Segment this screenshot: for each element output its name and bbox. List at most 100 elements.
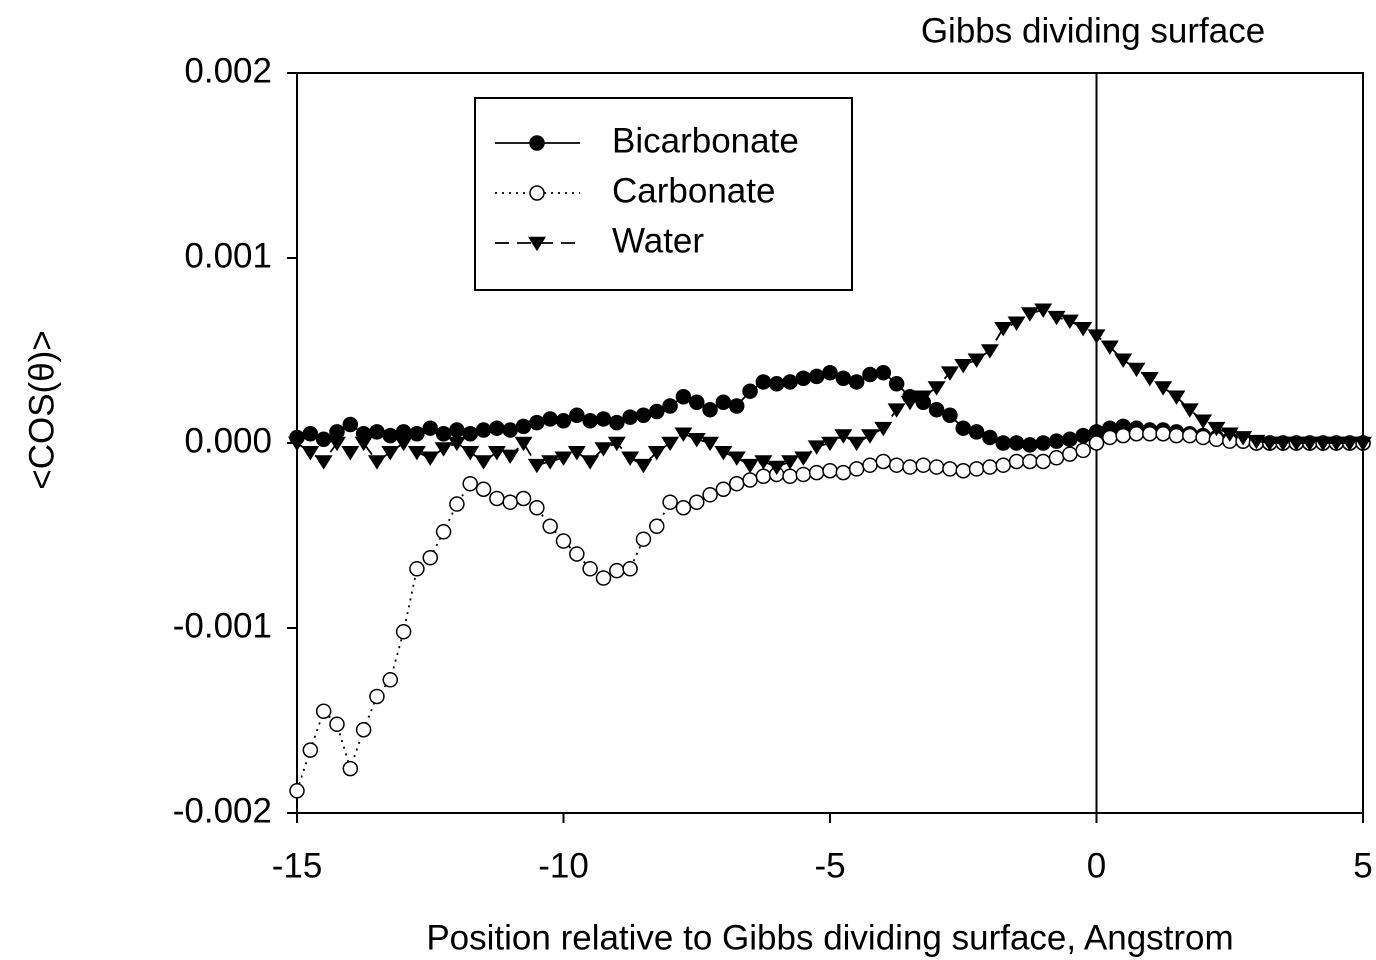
marker <box>1008 435 1025 451</box>
marker <box>1260 436 1279 452</box>
marker <box>1020 307 1039 322</box>
marker <box>689 494 705 510</box>
x-tick-label: -10 <box>538 846 589 885</box>
marker <box>1035 435 1051 451</box>
marker <box>607 436 626 452</box>
marker <box>407 445 426 461</box>
marker <box>514 436 533 452</box>
marker <box>714 445 733 461</box>
legend: Bicarbonate Carbonate Water <box>474 97 853 291</box>
series-2 <box>288 303 1372 476</box>
marker <box>382 427 399 444</box>
marker <box>674 427 693 442</box>
marker <box>728 475 745 492</box>
marker <box>874 421 893 437</box>
marker <box>649 518 665 534</box>
marker <box>355 722 372 738</box>
marker <box>1074 322 1093 337</box>
marker <box>942 407 958 423</box>
x-tick-label: 5 <box>1353 846 1372 885</box>
marker <box>449 496 465 512</box>
marker <box>942 461 958 477</box>
marker <box>928 459 945 475</box>
marker <box>768 376 785 392</box>
marker <box>689 394 705 411</box>
marker <box>647 445 666 461</box>
marker <box>782 374 798 390</box>
marker <box>395 623 412 640</box>
marker <box>968 461 985 477</box>
marker <box>702 487 718 503</box>
marker <box>487 445 506 461</box>
marker <box>822 364 838 381</box>
marker <box>569 546 585 562</box>
marker <box>1300 436 1319 452</box>
marker <box>982 459 998 475</box>
marker <box>515 490 532 507</box>
marker <box>1115 427 1131 444</box>
marker <box>367 455 386 470</box>
marker <box>475 481 492 497</box>
marker <box>980 344 999 359</box>
marker <box>435 426 452 442</box>
marker <box>955 463 971 479</box>
marker <box>422 549 438 566</box>
marker <box>381 445 400 461</box>
marker <box>635 531 652 547</box>
marker <box>288 436 306 452</box>
marker <box>994 322 1013 337</box>
marker <box>995 457 1011 473</box>
y-tick-label: -0.002 <box>173 791 272 830</box>
marker <box>1207 421 1226 437</box>
marker <box>528 236 546 252</box>
marker <box>701 436 720 452</box>
marker <box>1314 436 1333 452</box>
marker <box>502 422 518 438</box>
series-line <box>296 432 1363 792</box>
y-tick-label: 0.002 <box>184 51 272 90</box>
marker <box>1022 453 1038 470</box>
marker <box>1087 329 1106 344</box>
marker <box>1088 435 1105 451</box>
marker <box>1062 446 1078 462</box>
marker <box>995 435 1011 451</box>
marker <box>888 457 905 473</box>
marker <box>807 440 826 455</box>
marker <box>461 445 480 461</box>
marker <box>1007 316 1026 331</box>
marker <box>382 672 399 688</box>
marker <box>421 451 440 466</box>
marker <box>515 418 532 435</box>
marker <box>915 457 932 473</box>
marker <box>462 426 478 442</box>
y-tick-label: -0.001 <box>173 606 272 645</box>
marker <box>927 381 946 396</box>
marker <box>888 376 905 392</box>
marker <box>1034 303 1053 318</box>
marker <box>315 431 332 448</box>
legend-label: Carbonate <box>612 171 775 210</box>
marker <box>594 442 613 457</box>
marker <box>449 422 465 438</box>
marker <box>609 414 625 431</box>
marker <box>808 464 825 481</box>
marker <box>1155 426 1171 442</box>
x-tick-label: -5 <box>814 846 845 885</box>
marker <box>1195 429 1211 446</box>
marker <box>555 413 572 429</box>
marker <box>781 455 800 470</box>
marker <box>622 561 638 577</box>
marker <box>595 411 612 427</box>
marker <box>555 533 572 549</box>
marker <box>1035 453 1051 470</box>
marker <box>341 445 360 461</box>
y-axis-label: <COS(θ)> <box>22 330 61 490</box>
marker <box>954 359 973 374</box>
marker <box>554 451 573 466</box>
marker <box>621 451 640 466</box>
marker <box>289 783 305 799</box>
marker <box>489 490 505 507</box>
marker <box>409 561 425 577</box>
marker <box>435 524 452 540</box>
